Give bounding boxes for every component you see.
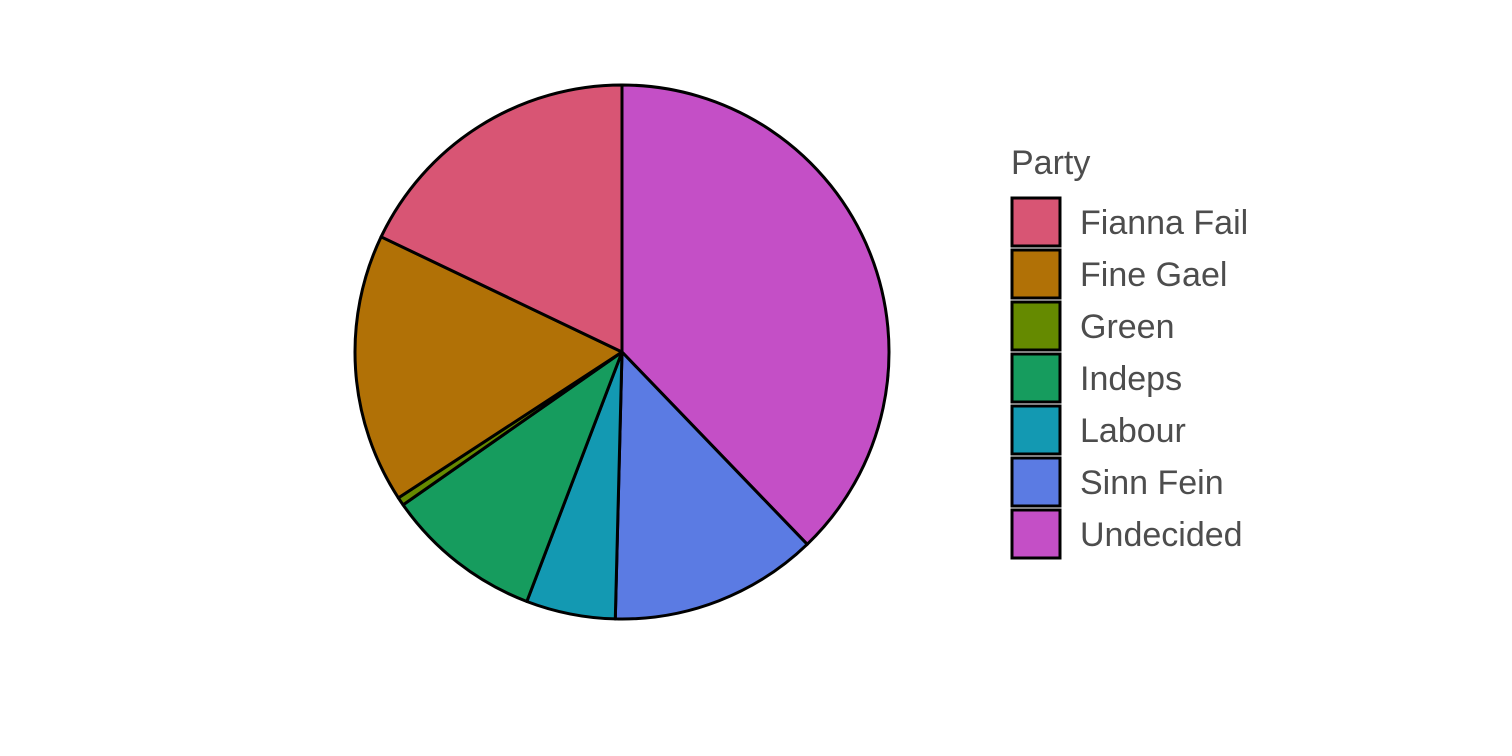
legend-label-green: Green <box>1080 308 1175 346</box>
legend-key-fine-gael <box>1012 250 1060 298</box>
legend-key-undecided <box>1012 510 1060 558</box>
legend-label-fine-gael: Fine Gael <box>1080 256 1227 294</box>
legend-label-sinn-fein: Sinn Fein <box>1080 464 1224 502</box>
legend-title: Party <box>1011 144 1090 182</box>
pie-slices <box>355 85 889 619</box>
legend-label-fianna-fail: Fianna Fail <box>1080 204 1248 242</box>
legend-label-labour: Labour <box>1080 412 1186 450</box>
legend-key-sinn-fein <box>1012 458 1060 506</box>
legend-key-fianna-fail <box>1012 198 1060 246</box>
legend-label-undecided: Undecided <box>1080 516 1243 554</box>
legend-key-green <box>1012 302 1060 350</box>
legend-label-indeps: Indeps <box>1080 360 1182 398</box>
legend: Party Fianna Fail Fine Gael Green Indeps Lab… <box>1011 144 1248 558</box>
legend-key-labour <box>1012 406 1060 454</box>
legend-key-indeps <box>1012 354 1060 402</box>
